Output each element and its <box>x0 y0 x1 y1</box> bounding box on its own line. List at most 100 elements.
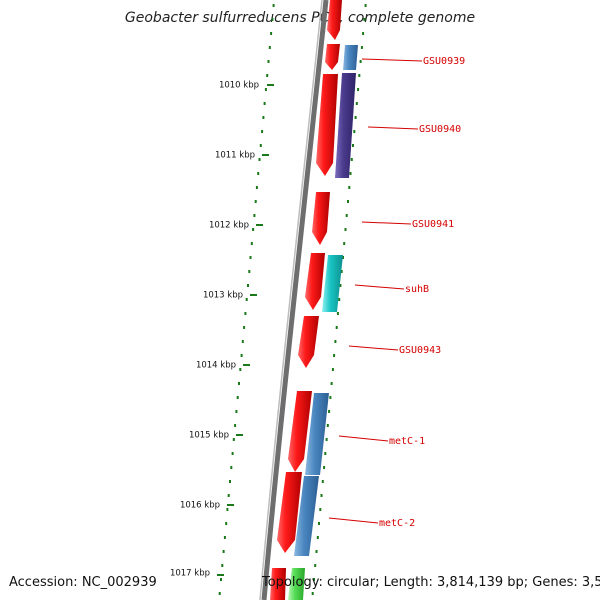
gene-block-gsu0939[interactable] <box>343 45 358 70</box>
gene-block-gsu0940[interactable] <box>335 73 356 178</box>
ring-dot <box>335 326 338 329</box>
gene-label-metc-1[interactable]: metC-1 <box>338 435 425 447</box>
cds-arrow[interactable] <box>316 74 338 176</box>
ring-dot <box>248 270 251 273</box>
ring-dot <box>271 18 274 21</box>
cds-arrow[interactable] <box>305 253 325 310</box>
gene-label-text: suhB <box>405 284 429 295</box>
gene-label-gsu0943[interactable]: GSU0943 <box>348 345 441 356</box>
ring-dot <box>323 466 326 469</box>
left-dotted-ring <box>218 4 275 595</box>
ring-dot <box>354 116 357 119</box>
ring-dot <box>359 60 362 63</box>
ring-dot <box>258 158 261 161</box>
ring-dot <box>241 340 244 343</box>
leader-line <box>338 435 389 442</box>
ring-dot <box>347 200 349 203</box>
gene-block-metc-1[interactable] <box>305 393 329 475</box>
tick-label: 1010 kbp <box>219 81 259 91</box>
ring-dot <box>247 284 249 287</box>
genome-backbone <box>261 0 329 600</box>
leader-line <box>361 221 412 225</box>
ring-dot <box>330 382 333 385</box>
gene-block-green[interactable] <box>288 568 305 600</box>
cds-arrow[interactable] <box>298 316 319 368</box>
gene-block-suhb[interactable] <box>322 255 343 312</box>
cds-arrow[interactable] <box>270 568 286 600</box>
ring-dot <box>232 438 235 441</box>
gene-label-gsu0939[interactable]: GSU0939 <box>361 56 465 67</box>
gene-label-text: GSU0941 <box>412 219 454 230</box>
ring-dot <box>313 578 315 581</box>
ring-dot <box>362 32 365 35</box>
ring-dot <box>340 270 343 273</box>
ring-dot <box>326 424 329 427</box>
cds-arrow[interactable] <box>325 44 340 70</box>
ring-dot <box>339 284 342 287</box>
gene-track <box>288 45 358 600</box>
ring-dot <box>325 438 328 441</box>
ring-dot <box>229 480 231 483</box>
ring-dot <box>249 256 252 259</box>
ring-dot <box>264 88 267 91</box>
ring-dot <box>245 298 248 301</box>
ring-dot <box>349 172 352 175</box>
gene-label-metc-2[interactable]: metC-2 <box>328 517 415 529</box>
ring-dot <box>236 396 239 399</box>
ring-dot <box>331 368 334 371</box>
ring-dot <box>254 200 257 203</box>
ring-dot <box>227 494 230 497</box>
cds-arrow[interactable] <box>288 391 312 472</box>
ring-dot <box>318 522 320 525</box>
gene-label-text: GSU0943 <box>399 345 441 356</box>
ring-dot <box>315 550 318 553</box>
gene-block-metc-2[interactable] <box>294 476 319 556</box>
ring-dot <box>267 60 270 63</box>
tick-label: 1013 kbp <box>203 291 243 301</box>
gene-label-gsu0941[interactable]: GSU0941 <box>361 219 454 230</box>
ring-dot <box>364 4 367 7</box>
ring-dot <box>343 242 346 245</box>
tick-1011: 1011 kbp <box>215 151 269 161</box>
gene-label-suhb[interactable]: suhB <box>354 284 429 295</box>
ring-dot <box>270 32 273 35</box>
ring-dot <box>338 298 341 301</box>
tick-label: 1015 kbp <box>189 431 229 441</box>
ring-dot <box>353 130 356 133</box>
gene-label-text: metC-1 <box>389 436 425 447</box>
ring-dot <box>223 536 226 539</box>
ring-dot <box>328 410 331 413</box>
cds-arrow[interactable] <box>277 472 302 553</box>
leader-line <box>348 345 399 351</box>
ring-dot <box>311 592 314 595</box>
map-title: Geobacter sulfurreducens PCA, complete g… <box>124 10 476 26</box>
ring-dot <box>221 564 224 567</box>
tick-label: 1012 kbp <box>209 221 249 231</box>
tick-1016: 1016 kbp <box>180 501 234 511</box>
tick-label: 1017 kbp <box>170 569 210 579</box>
cds-arrow[interactable] <box>327 0 342 40</box>
gene-label-gsu0940[interactable]: GSU0940 <box>367 124 461 135</box>
leader-line <box>328 517 379 524</box>
ring-dot <box>363 18 366 21</box>
cds-arrow[interactable] <box>312 192 330 245</box>
tick-1013: 1013 kbp <box>203 291 257 301</box>
ring-dot <box>243 326 246 329</box>
ring-dot <box>255 186 258 189</box>
ring-dot <box>329 396 332 399</box>
gene-label-text: GSU0939 <box>423 56 465 67</box>
ring-dot <box>319 508 322 511</box>
ring-dot <box>360 46 363 49</box>
ring-dot <box>355 102 358 105</box>
ring-dot <box>218 592 221 595</box>
ring-dot <box>316 536 319 539</box>
ring-dot <box>250 242 253 245</box>
ring-dot <box>244 312 247 315</box>
ring-dot <box>344 228 347 231</box>
ring-dot <box>226 508 229 511</box>
ring-dot <box>222 550 225 553</box>
ring-dot <box>220 578 222 581</box>
leader-line <box>354 284 405 290</box>
gene-label-text: metC-2 <box>379 518 415 529</box>
